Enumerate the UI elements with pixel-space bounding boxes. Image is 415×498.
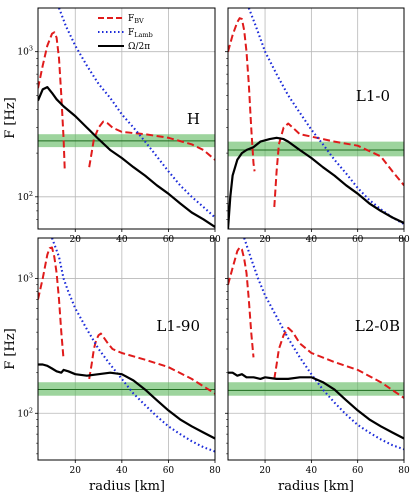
panel-1-series-lamb-seg-0 [247, 8, 404, 225]
panel-1-series-bv-seg-0 [228, 17, 256, 172]
legend-label-rot: Ω/2π [128, 42, 150, 52]
panel-0-series-bv-seg-1 [88, 120, 215, 168]
legend-label-bv: FBV [128, 14, 144, 25]
panel-2-xtick-label-20: 20 [70, 466, 82, 476]
panel-0-series-rot-seg-0 [38, 86, 215, 228]
panel-3-xtick-label-40: 40 [306, 466, 318, 476]
panel-1-series-rot-seg-0 [228, 136, 404, 229]
panel-3-xtick-label-20: 20 [259, 466, 271, 476]
panel-1-frame [227, 7, 405, 230]
panel-2-xtick-label-40: 40 [116, 466, 128, 476]
panel-0-series-bv-seg-0 [38, 31, 66, 172]
panel-0-label: H [187, 110, 200, 128]
panel-0-series-lamb-seg-0 [58, 8, 215, 219]
panel-3-band [228, 382, 404, 396]
panel-2: 20 40 60 80 102 103 L1-90 [17, 237, 221, 476]
panel-2-xtick-label-80: 80 [209, 466, 221, 476]
panel-1-label: L1-0 [356, 87, 390, 105]
panel-3-xtick-label-60: 60 [352, 466, 364, 476]
y-axis-label-bottom: F [Hz] [3, 328, 18, 369]
panel-3-series-lamb-seg-0 [243, 238, 404, 451]
legend-label-lamb: FLamb [128, 28, 153, 39]
panel-3-xtick-label-80: 80 [398, 466, 410, 476]
y-axis-label-top: F [Hz] [3, 97, 18, 138]
panel-0-frame [37, 7, 216, 230]
panel-2-ytick-label-100: 102 [17, 406, 33, 419]
panel-2-band [38, 382, 215, 396]
panel-2-series-bv-seg-0 [38, 246, 65, 360]
legend: FBV FLamb Ω/2π [98, 14, 153, 52]
panel-2-frame [37, 237, 216, 461]
panel-2-plot-area [38, 238, 215, 453]
panel-2-series-bv-seg-1 [88, 332, 215, 395]
panel-2-label: L1-90 [156, 317, 200, 335]
panel-0-ytick-label-100: 102 [17, 190, 33, 203]
panel-3-series-bv-seg-1 [273, 326, 404, 399]
panel-1-series-bv-seg-1 [273, 122, 404, 208]
panel-0-ytick-label-1000: 103 [17, 45, 33, 58]
x-axis-label-right: radius [km] [278, 479, 354, 494]
panel-3-series-bv-seg-0 [228, 246, 255, 358]
panel-2-series-rot-seg-0 [38, 363, 215, 440]
panel-3-label: L2-0B [355, 317, 400, 335]
panel-1-band [228, 141, 404, 157]
panel-1-plot-area [228, 8, 404, 229]
panel-3-series-rot-seg-0 [228, 371, 404, 440]
panel-2-series-lamb-seg-0 [51, 238, 215, 453]
panel-0-plot-area [38, 8, 215, 228]
panel-2-ytick-label-1000: 103 [17, 272, 33, 285]
panel-2-xtick-label-60: 60 [163, 466, 175, 476]
x-axis-label-left: radius [km] [89, 479, 165, 494]
panel-3: 20 40 60 80 L2-0B [225, 237, 410, 476]
panel-3-frame [227, 237, 405, 461]
panel-3-plot-area [228, 238, 404, 451]
